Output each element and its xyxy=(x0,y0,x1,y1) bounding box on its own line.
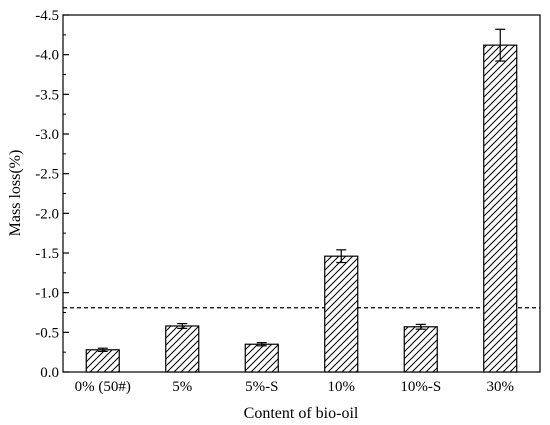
y-tick-label: -4.5 xyxy=(35,8,59,24)
y-tick-label: 0.0 xyxy=(40,365,59,381)
x-tick-label: 5%-S xyxy=(245,379,278,395)
bar xyxy=(244,343,279,373)
bar xyxy=(403,326,438,373)
y-tick-label: -3.5 xyxy=(35,87,59,103)
x-tick-label: 0% (50#) xyxy=(75,379,131,395)
x-tick-label: 30% xyxy=(487,379,515,395)
plot-frame xyxy=(62,14,541,373)
y-axis-label: Mass loss(%) xyxy=(7,150,24,237)
y-tick-label: -2.0 xyxy=(35,206,59,222)
x-axis-label: Content of bio-oil xyxy=(244,405,359,422)
x-tick-label: 5% xyxy=(172,379,192,395)
bar xyxy=(165,325,200,373)
y-tick-label: -1.5 xyxy=(35,246,59,262)
y-axis: 0.0 -0.5 -1.0 -1.5 -2.0 -2.5 -3.0 -3.5 -4.0 -4.5 xyxy=(35,8,69,381)
x-tick-label: 10%-S xyxy=(400,379,441,395)
bar xyxy=(324,255,359,373)
x-tick-label: 10% xyxy=(328,379,356,395)
y-tick-label: -4.0 xyxy=(35,48,59,64)
bar xyxy=(483,44,518,373)
x-axis: 0% (50#) 5% 5%-S 10% 10%-S 30% xyxy=(75,366,514,395)
bars xyxy=(85,28,518,373)
y-tick-label: -2.5 xyxy=(35,167,59,183)
y-tick-label: -3.0 xyxy=(35,127,59,143)
y-tick-label: -1.0 xyxy=(35,286,59,302)
bar xyxy=(85,349,120,373)
y-tick-label: -0.5 xyxy=(35,325,59,341)
